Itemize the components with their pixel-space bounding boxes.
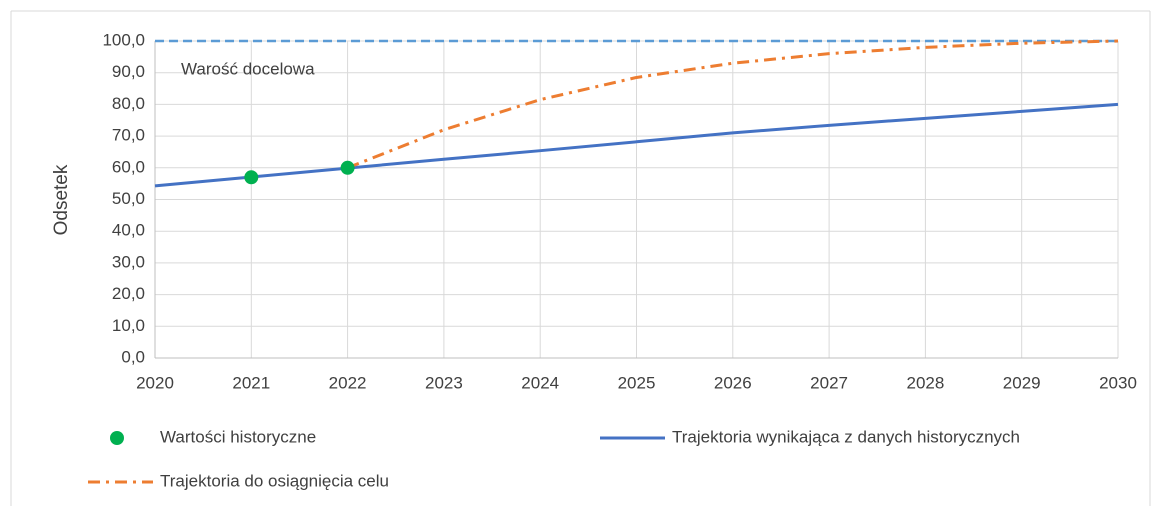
x-tick-label: 2021 [232,373,270,392]
legend-label: Wartości historyczne [160,427,316,446]
data-point [244,170,259,185]
y-tick-label: 70,0 [112,126,145,145]
x-tick-label: 2026 [714,373,752,392]
x-tick-label: 2024 [521,373,559,392]
y-tick-label: 40,0 [112,221,145,240]
x-tick-label: 2027 [810,373,848,392]
x-tick-label: 2023 [425,373,463,392]
series-line [347,39,1119,170]
y-tick-label: 60,0 [112,157,145,176]
y-tick-label: 0,0 [121,347,145,366]
x-tick-label: 2022 [329,373,367,392]
x-tick-label: 2030 [1099,373,1137,392]
y-tick-label: 50,0 [112,189,145,208]
x-tick-label: 2029 [1003,373,1041,392]
x-tick-label: 2025 [618,373,656,392]
x-tick-label: 2028 [906,373,944,392]
y-tick-label: 30,0 [112,252,145,271]
legend-label: Trajektoria wynikająca z danych historyc… [672,427,1020,446]
y-tick-label: 20,0 [112,284,145,303]
annotation: Warość docelowa [181,59,315,78]
y-tick-label: 100,0 [102,30,145,49]
y-tick-label: 10,0 [112,316,145,335]
y-tick-label: 80,0 [112,94,145,113]
data-point [340,160,355,175]
x-tick-label: 2020 [136,373,174,392]
legend-label: Trajektoria do osiągnięcia celu [160,471,389,490]
y-tick-label: 90,0 [112,62,145,81]
legend-marker [110,431,124,445]
y-axis-label: Odsetek [51,164,72,235]
series-line [154,102,1119,188]
